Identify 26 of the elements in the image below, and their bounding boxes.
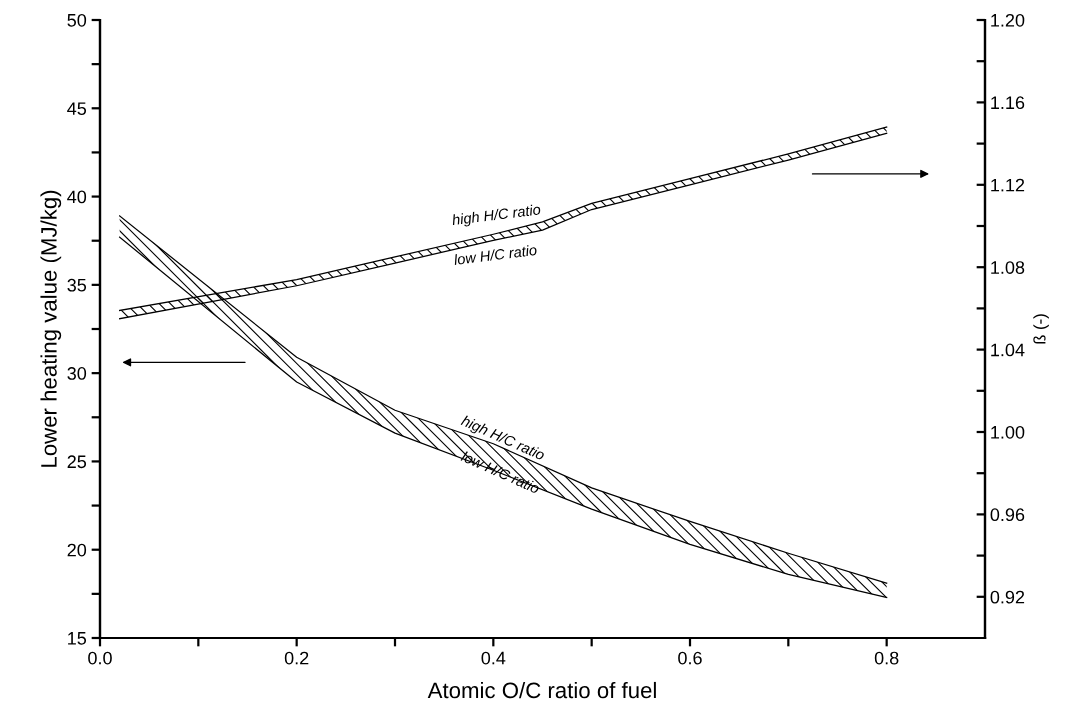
y2-tick-label: 0.92 bbox=[990, 590, 1025, 604]
x-axis-title: Atomic O/C ratio of fuel bbox=[427, 681, 656, 699]
y-tick-label: 30 bbox=[67, 367, 87, 380]
y2-tick-label: 0.96 bbox=[990, 508, 1025, 522]
y-axis-title: Lower heating value (MJ/kg) bbox=[40, 190, 62, 467]
y2-tick-label: 1.16 bbox=[991, 96, 1025, 110]
y-tick-label: 20 bbox=[67, 543, 87, 557]
y2-tick-label: 1.04 bbox=[991, 343, 1025, 357]
annotation: high H/C ratio bbox=[451, 203, 542, 229]
y2-tick-label: 1.00 bbox=[991, 425, 1025, 439]
y-tick-label: 50 bbox=[67, 13, 87, 27]
annotation: low H/C ratio bbox=[453, 244, 538, 266]
y-tick-label: 25 bbox=[67, 455, 87, 469]
x-tick-label: 0.2 bbox=[284, 651, 309, 665]
x-tick-label: 0.0 bbox=[88, 651, 112, 665]
x-tick-label: 0.4 bbox=[481, 651, 506, 665]
y2-tick-label: 1.08 bbox=[991, 261, 1025, 274]
y-tick-label: 15 bbox=[68, 632, 87, 645]
y2-tick-label: 1.20 bbox=[991, 13, 1025, 27]
y-tick-label: 35 bbox=[67, 278, 87, 292]
y-tick-label: 40 bbox=[67, 190, 87, 204]
y2-tick-label: 1.12 bbox=[991, 178, 1025, 192]
x-tick-label: 0.6 bbox=[678, 651, 702, 665]
y-tick-label: 45 bbox=[67, 102, 87, 116]
y2-axis-title: ß (-) bbox=[1033, 314, 1049, 344]
x-tick-label: 0.8 bbox=[874, 651, 899, 665]
